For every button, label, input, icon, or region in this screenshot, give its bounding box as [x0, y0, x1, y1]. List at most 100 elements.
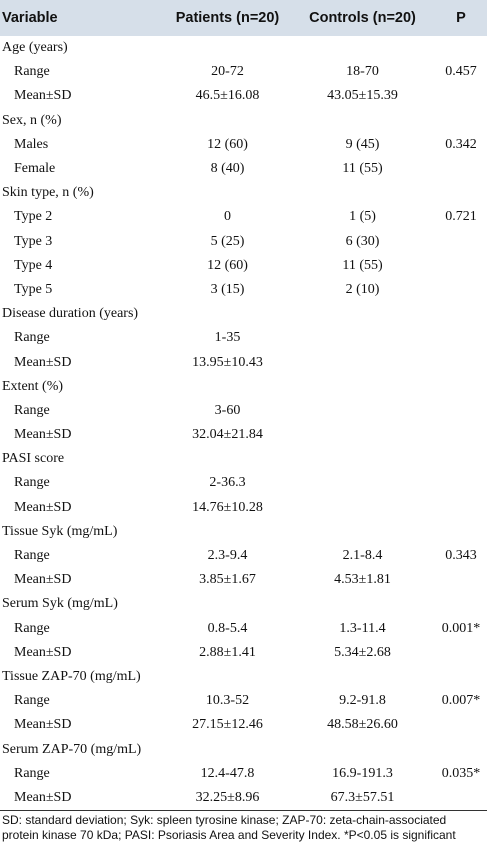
group-row: Tissue Syk (mg/mL)	[0, 520, 487, 544]
cell: 3.85±1.67	[199, 572, 256, 588]
empty-cell	[435, 84, 487, 108]
cell: 18-70	[346, 64, 379, 80]
group-row: Tissue ZAP-70 (mg/mL)	[0, 665, 487, 689]
empty-cell	[435, 254, 487, 278]
data-row: Type 2 0 1 (5) 0.721	[0, 205, 487, 229]
empty-cell	[435, 278, 487, 302]
group-row: Sex, n (%)	[0, 109, 487, 133]
row-label: Range	[14, 402, 50, 418]
cell: 12 (60)	[207, 257, 248, 273]
empty-cell	[435, 326, 487, 350]
cell: 14.76±10.28	[192, 499, 263, 515]
empty-cell	[290, 326, 435, 350]
row-label: Mean±SD	[14, 717, 72, 733]
group-row: Serum ZAP-70 (mg/mL)	[0, 737, 487, 761]
empty-cell	[435, 568, 487, 592]
group-label: Sex, n (%)	[2, 112, 62, 128]
group-row: Serum Syk (mg/mL)	[0, 592, 487, 616]
data-row: Range 2.3-9.4 2.1-8.4 0.343	[0, 544, 487, 568]
data-row: Female 8 (40) 11 (55)	[0, 157, 487, 181]
empty-cell	[290, 399, 435, 423]
cell: 16.9-191.3	[332, 765, 393, 781]
data-row: Range 10.3-52 9.2-91.8 0.007*	[0, 689, 487, 713]
empty-cell	[435, 496, 487, 520]
cell: 9 (45)	[345, 136, 380, 152]
empty-cell	[435, 399, 487, 423]
cell: 48.58±26.60	[327, 717, 398, 733]
row-label: Type 5	[14, 281, 53, 297]
cell: 27.15±12.46	[192, 717, 263, 733]
cell: 9.2-91.8	[339, 693, 386, 709]
cell: 2 (10)	[345, 281, 380, 297]
cell: 5.34±2.68	[334, 644, 391, 660]
group-row: Extent (%)	[0, 375, 487, 399]
cell: 8 (40)	[210, 161, 245, 177]
data-row: Range 20-72 18-70 0.457	[0, 60, 487, 84]
empty-cell	[290, 350, 435, 374]
cell: 2.88±1.41	[199, 644, 256, 660]
column-header: Controls (n=20)	[290, 0, 435, 36]
row-label: Type 4	[14, 257, 53, 273]
data-row: Males 12 (60) 9 (45) 0.342	[0, 133, 487, 157]
data-row: Mean±SD 46.5±16.08 43.05±15.39	[0, 84, 487, 108]
cell: 1 (5)	[349, 209, 376, 225]
row-label: Range	[14, 765, 50, 781]
column-header: Patients (n=20)	[165, 0, 290, 36]
cell: 43.05±15.39	[327, 88, 398, 104]
group-label: Disease duration (years)	[2, 306, 139, 322]
empty-cell	[435, 471, 487, 495]
group-label: PASI score	[2, 451, 65, 467]
empty-cell	[435, 157, 487, 181]
cell: 0.007*	[441, 693, 481, 709]
empty-cell	[435, 713, 487, 737]
footnote: SD: standard deviation; Syk: spleen tyro…	[2, 813, 456, 842]
cell: 0.721	[445, 209, 477, 225]
row-label: Type 3	[14, 233, 53, 249]
cell: 6 (30)	[345, 233, 380, 249]
cell: 46.5±16.08	[195, 88, 260, 104]
header-row: Variable Patients (n=20) Controls (n=20) P	[0, 0, 487, 36]
cell: 2-36.3	[209, 475, 246, 491]
row-label: Range	[14, 64, 50, 80]
data-row: Mean±SD 27.15±12.46 48.58±26.60	[0, 713, 487, 737]
group-row: Age (years)	[0, 36, 487, 60]
data-row: Mean±SD 32.25±8.96 67.3±57.51	[0, 785, 487, 811]
cell: 11 (55)	[342, 161, 383, 177]
cell: 0.343	[445, 548, 477, 564]
row-label: Range	[14, 693, 50, 709]
cell: 3 (15)	[210, 281, 245, 297]
group-label: Tissue Syk (mg/mL)	[2, 523, 118, 539]
cell: 0.035*	[441, 765, 481, 781]
cell: 1-35	[214, 330, 241, 346]
data-row: Mean±SD 32.04±21.84	[0, 423, 487, 447]
row-label: Type 2	[14, 209, 53, 225]
column-header: Variable	[0, 0, 165, 36]
cell: 32.25±8.96	[165, 785, 290, 811]
group-label: Serum ZAP-70 (mg/mL)	[2, 741, 142, 757]
row-label: Mean±SD	[14, 499, 72, 515]
data-row: Mean±SD 14.76±10.28	[0, 496, 487, 520]
data-row: Type 5 3 (15) 2 (10)	[0, 278, 487, 302]
data-row: Range 1-35	[0, 326, 487, 350]
empty-cell	[435, 350, 487, 374]
cell: 13.95±10.43	[192, 354, 263, 370]
row-label: Female	[14, 161, 56, 177]
empty-cell	[290, 496, 435, 520]
row-label: Mean±SD	[14, 427, 72, 443]
column-header: P	[435, 0, 487, 36]
data-row: Mean±SD 3.85±1.67 4.53±1.81	[0, 568, 487, 592]
table-body: Age (years) Range 20-72 18-70 0.457 Mean±SD 46…	[0, 36, 487, 811]
cell: 5 (25)	[210, 233, 245, 249]
row-label: Range	[14, 330, 50, 346]
cell: 0	[224, 209, 231, 225]
row-label: Range	[14, 548, 50, 564]
empty-cell	[290, 471, 435, 495]
group-label: Age (years)	[2, 40, 68, 56]
group-label: Skin type, n (%)	[2, 185, 94, 201]
group-row: Disease duration (years)	[0, 302, 487, 326]
row-label: Mean±SD	[14, 88, 72, 104]
empty-cell	[435, 230, 487, 254]
table-header: Variable Patients (n=20) Controls (n=20) P	[0, 0, 487, 36]
data-row: Type 3 5 (25) 6 (30)	[0, 230, 487, 254]
data-row: Mean±SD 13.95±10.43	[0, 350, 487, 374]
